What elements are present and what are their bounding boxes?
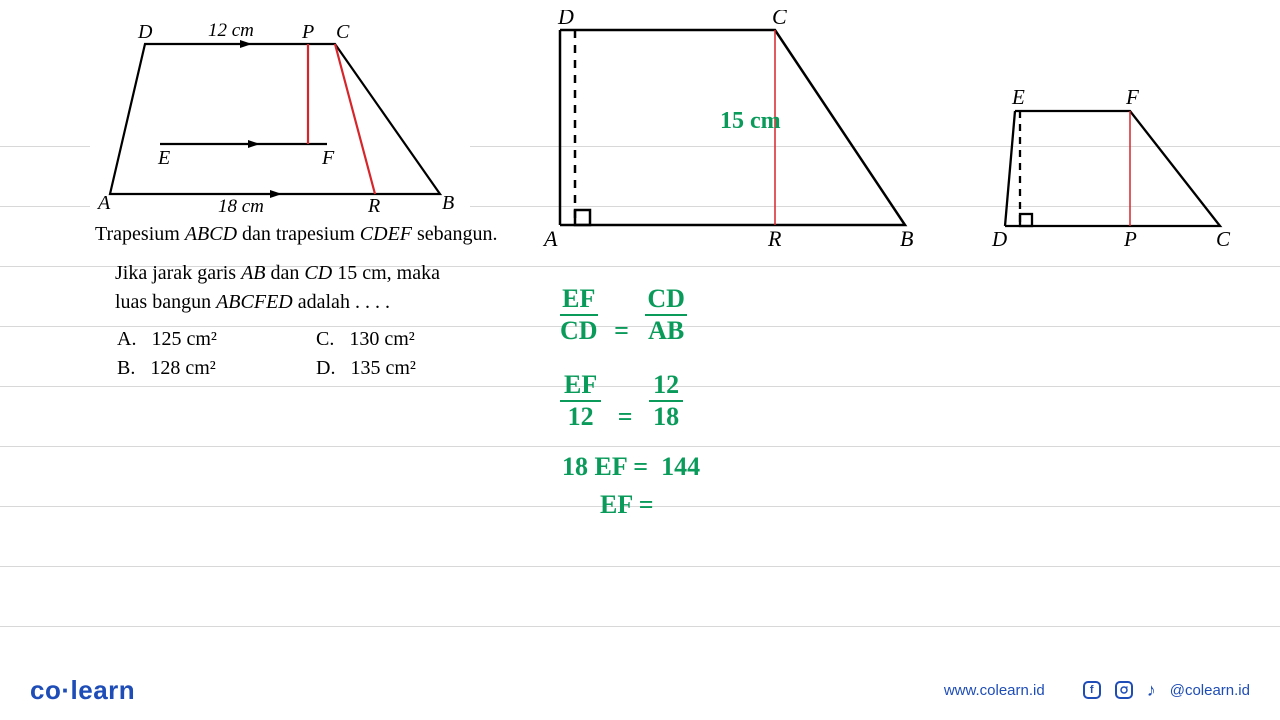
answer-options: A. 125 cm² C. 130 cm² B. 128 cm² D. 135 … <box>115 322 515 382</box>
ruled-line <box>0 446 1280 447</box>
option-a: A. 125 cm² <box>117 324 314 351</box>
label-R2: R <box>767 226 782 250</box>
text: 15 cm, maka <box>332 262 440 284</box>
footer-handle[interactable]: @colearn.id <box>1170 682 1250 699</box>
label-B2: B <box>900 226 913 250</box>
whiteboard-canvas: { "ruled_lines": { "ys": [146, 206, 266,… <box>0 0 1280 720</box>
facebook-icon[interactable]: f <box>1083 681 1101 699</box>
text: Jika jarak garis <box>115 262 241 284</box>
label-D2: D <box>557 10 574 29</box>
figure-small-cdef: E F D P C <box>990 86 1250 256</box>
frac-den: AB <box>648 316 684 345</box>
label-A: A <box>96 192 111 214</box>
footer-url[interactable]: www.colearn.id <box>944 682 1045 699</box>
term-ab: AB <box>241 262 265 284</box>
text: dan trapesium <box>237 223 360 245</box>
instagram-icon[interactable] <box>1115 681 1133 699</box>
label-D3: D <box>991 227 1007 251</box>
text: Trapesium <box>95 223 185 245</box>
option-c: C. 130 cm² <box>316 324 513 351</box>
frac-num: CD <box>645 284 687 316</box>
frac-num: 12 <box>649 370 683 402</box>
term-abcfed: ABCFED <box>216 291 293 313</box>
term-cdef: CDEF <box>360 223 412 245</box>
text: luas bangun <box>115 291 216 313</box>
label-D: D <box>137 21 153 43</box>
brand-logo: co·learn <box>30 675 135 706</box>
term-abcd: ABCD <box>185 223 237 245</box>
frac-num: EF <box>560 370 601 402</box>
label-top-len: 12 cm <box>208 20 254 41</box>
label-C3: C <box>1216 227 1231 251</box>
frac-den: 12 <box>568 402 594 431</box>
work-step: 18 EF = <box>562 452 648 481</box>
option-b: B. 128 cm² <box>117 353 314 380</box>
text: dan <box>266 262 305 284</box>
frac-den: 18 <box>653 402 679 431</box>
problem-statement: Trapesium ABCD dan trapesium CDEF sebang… <box>95 220 535 317</box>
frac-num: EF <box>560 284 598 316</box>
figure-original-trapezoid: D P C E F A B R 12 cm 18 cm <box>90 14 470 214</box>
label-R: R <box>367 195 380 214</box>
term-cd: CD <box>304 262 332 284</box>
label-P: P <box>301 21 314 43</box>
footer-bar: co·learn www.colearn.id f ♪ @colearn.id <box>0 660 1280 720</box>
label-E3: E <box>1011 86 1025 109</box>
tiktok-icon[interactable]: ♪ <box>1147 680 1156 701</box>
label-A2: A <box>542 226 558 250</box>
label-F: F <box>321 147 335 169</box>
option-d: D. 135 cm² <box>316 353 513 380</box>
text: adalah . . . . <box>293 291 390 313</box>
frac-den: CD <box>560 316 598 345</box>
ruled-line <box>0 626 1280 627</box>
text: sebangun. <box>412 223 498 245</box>
work-step: EF = <box>600 490 654 520</box>
label-B: B <box>442 192 454 214</box>
ruled-line <box>0 566 1280 567</box>
annotation-15cm: 15 cm <box>720 108 781 135</box>
label-bot-len: 18 cm <box>218 196 264 214</box>
label-P3: P <box>1123 227 1137 251</box>
label-E: E <box>157 147 170 169</box>
work-step: 144 <box>661 452 700 481</box>
label-F3: F <box>1125 86 1139 109</box>
label-C: C <box>336 21 350 43</box>
label-C2: C <box>772 10 787 29</box>
